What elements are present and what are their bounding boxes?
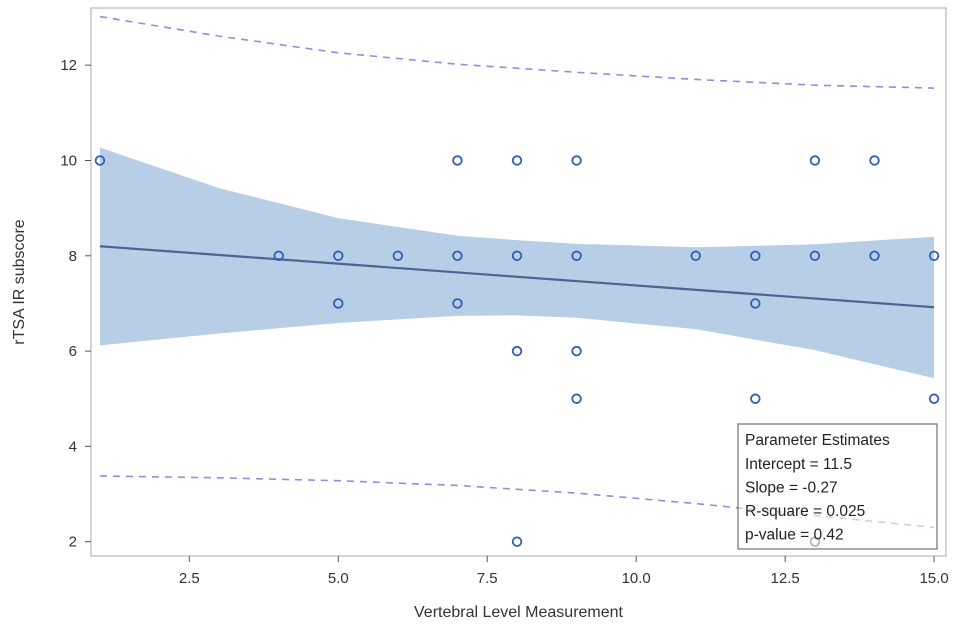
inset-title: Parameter Estimates — [745, 432, 890, 449]
y-tick-label: 6 — [69, 343, 77, 360]
data-point — [511, 155, 523, 166]
data-point — [452, 155, 463, 166]
data-point — [511, 536, 523, 547]
data-point — [452, 298, 463, 309]
y-tick-label: 4 — [69, 438, 77, 455]
x-tick-label: 15.0 — [919, 570, 948, 587]
data-point — [511, 250, 523, 261]
data-point — [750, 393, 761, 404]
data-point — [452, 250, 463, 261]
x-tick-label: 7.5 — [477, 570, 498, 587]
parameter-estimates-inset: Parameter Estimates Intercept = 11.5 Slo… — [737, 423, 938, 550]
data-point — [809, 250, 821, 261]
plot-frame — [90, 7, 947, 557]
data-point — [869, 250, 880, 261]
data-point — [928, 393, 940, 404]
data-point — [333, 250, 344, 261]
confidence-band — [99, 147, 935, 379]
data-point — [392, 250, 404, 261]
data-point — [333, 298, 344, 309]
data-point — [690, 250, 701, 261]
data-point — [809, 155, 821, 166]
x-tick-label: 10.0 — [622, 570, 651, 587]
y-tick-label: 10 — [60, 152, 77, 169]
y-axis: 2 4 6 8 10 12 — [60, 57, 91, 551]
x-tick-label: 2.5 — [179, 570, 200, 587]
data-point — [571, 250, 582, 261]
data-point — [511, 345, 523, 357]
x-axis-title: Vertebral Level Measurement — [414, 604, 624, 621]
y-axis-title: rTSA IR subscore — [11, 219, 28, 344]
inset-r-square: R-square = 0.025 — [745, 503, 865, 520]
y-tick-label: 12 — [60, 57, 77, 74]
prediction-limit-lower — [99, 475, 935, 529]
data-point — [750, 298, 761, 309]
y-tick-label: 8 — [69, 248, 77, 265]
x-axis: 2.5 5.0 7.5 10.0 12.5 15.0 — [179, 556, 949, 587]
confidence-band-layer — [99, 147, 935, 379]
data-point — [571, 393, 582, 404]
inset-p-value: p-value = 0.42 — [745, 527, 844, 544]
x-tick-label: 12.5 — [771, 570, 800, 587]
fit-line-layer — [99, 245, 935, 309]
data-points-layer — [94, 155, 940, 547]
data-point — [928, 250, 940, 261]
x-tick-label: 5.0 — [328, 570, 349, 587]
inset-intercept: Intercept = 11.5 — [745, 456, 852, 473]
data-point — [571, 155, 582, 166]
inset-slope: Slope = -0.27 — [745, 480, 838, 497]
data-point — [869, 155, 880, 166]
prediction-limit-upper — [99, 15, 935, 89]
data-point — [750, 250, 761, 261]
fit-line — [99, 245, 935, 309]
prediction-limits-layer — [99, 15, 935, 529]
inset-box — [737, 423, 938, 550]
data-point — [571, 345, 582, 357]
y-tick-label: 2 — [69, 534, 77, 551]
data-point — [273, 250, 284, 261]
data-point — [94, 155, 106, 166]
